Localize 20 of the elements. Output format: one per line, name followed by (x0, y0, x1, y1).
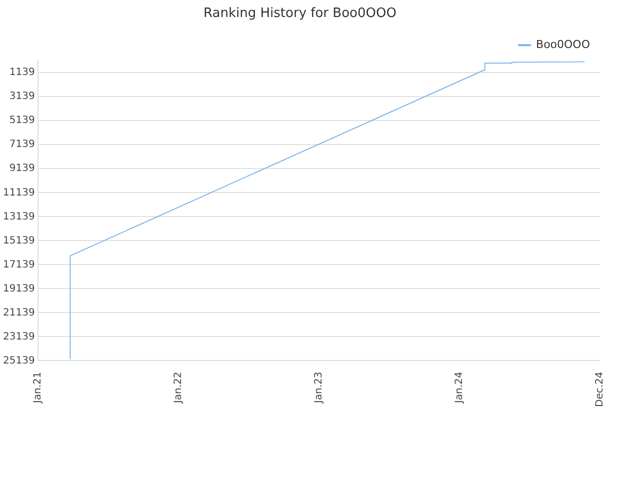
y-tick-label: 23139 (3, 331, 35, 342)
x-tick-label: Jan.24 (454, 372, 466, 404)
y-tick-label: 13139 (3, 211, 35, 222)
y-tick-label: 9139 (9, 163, 35, 174)
chart-title: Ranking History for Boo0OOO (204, 6, 396, 22)
y-tick-label: 7139 (9, 139, 35, 150)
legend-label: Boo0OOO (536, 38, 590, 51)
x-tick-label: Jan.23 (314, 372, 324, 404)
y-tick-label: 21139 (3, 307, 35, 318)
x-tick-label: Jan.21 (32, 372, 44, 404)
y-tick-label: 5139 (9, 115, 35, 126)
x-tick-label: Jan.22 (172, 372, 184, 404)
y-tick-label: 19139 (3, 283, 35, 294)
y-tick-label: 3139 (9, 91, 35, 102)
x-tick-label: Dec.24 (594, 372, 606, 408)
y-tick-label: 15139 (3, 235, 35, 246)
y-tick-label: 17139 (3, 259, 35, 270)
y-tick-label: 11139 (3, 187, 35, 198)
y-tick-label: 25139 (3, 355, 35, 366)
y-tick-label: 1139 (9, 67, 35, 78)
